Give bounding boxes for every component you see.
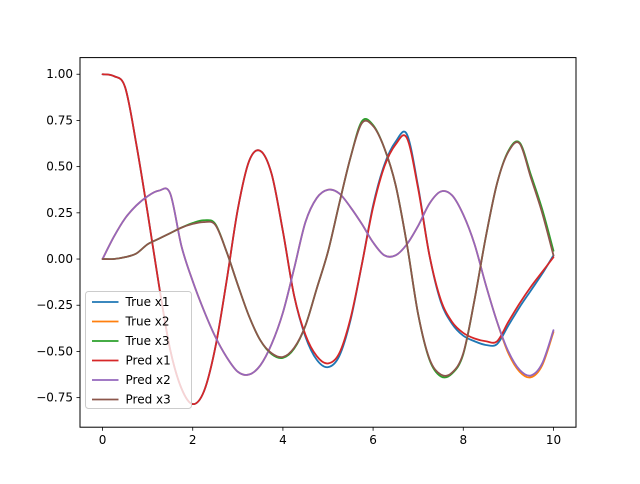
x-tick-label: 8	[459, 433, 467, 447]
legend-label-pred-x2: Pred x2	[126, 373, 171, 387]
legend-box	[85, 291, 192, 409]
x-tick-label: 0	[99, 433, 107, 447]
x-tick-label: 4	[279, 433, 287, 447]
y-tick-label: 0.00	[46, 252, 73, 266]
legend-label-pred-x3: Pred x3	[126, 393, 171, 407]
y-tick-label: 0.25	[46, 206, 73, 220]
series-line-pred-x2	[101, 187, 555, 377]
legend-label-true-x3: True x3	[125, 334, 170, 348]
legend-label-true-x1: True x1	[125, 295, 170, 309]
axes-frame	[79, 57, 577, 428]
legend-label-pred-x1: Pred x1	[126, 354, 171, 368]
y-tick-label: −0.25	[36, 298, 73, 312]
y-tick-label: 1.00	[46, 67, 73, 81]
x-tick-label: 10	[546, 433, 561, 447]
x-tick-label: 2	[189, 433, 197, 447]
y-tick-label: 0.75	[46, 113, 73, 127]
x-tick-label: 6	[369, 433, 377, 447]
y-tick-label: −0.75	[36, 391, 73, 405]
series-line-pred-x3	[101, 119, 555, 377]
y-tick-label: 0.50	[46, 160, 73, 174]
y-tick-label: −0.50	[36, 344, 73, 358]
legend-label-true-x2: True x2	[125, 315, 170, 329]
